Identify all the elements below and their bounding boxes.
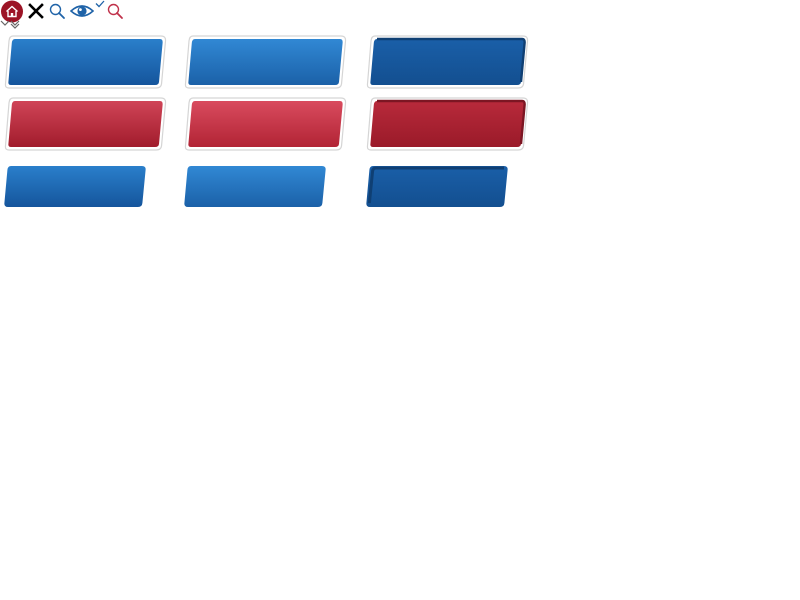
close-icon[interactable]	[27, 2, 45, 20]
large-blue-button-normal[interactable]	[4, 34, 167, 90]
search-icon[interactable]	[48, 2, 66, 20]
check-icon	[95, 0, 105, 8]
small-blue-button-pressed[interactable]	[365, 164, 509, 209]
large-red-button-pressed[interactable]	[366, 96, 529, 152]
small-blue-button-normal[interactable]	[3, 164, 147, 209]
large-blue-button-hover[interactable]	[184, 34, 347, 90]
chevron-down-icon[interactable]	[0, 19, 22, 29]
large-red-button-normal[interactable]	[4, 96, 167, 152]
large-red-button-hover[interactable]	[184, 96, 347, 152]
small-blue-button-hover[interactable]	[183, 164, 327, 209]
home-icon[interactable]	[0, 0, 24, 24]
large-blue-button-pressed[interactable]	[366, 34, 529, 90]
eye-icon[interactable]	[70, 3, 94, 19]
search-icon-red[interactable]	[106, 2, 124, 20]
